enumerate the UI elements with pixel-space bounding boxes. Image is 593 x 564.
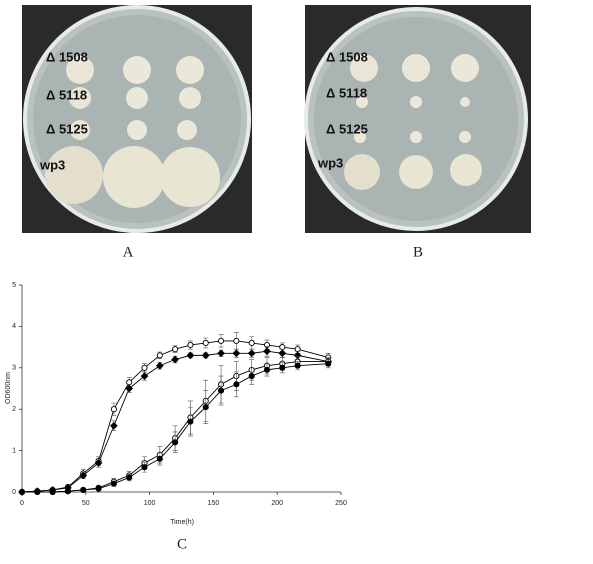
data-point (232, 349, 241, 358)
data-point (80, 486, 87, 493)
data-point (110, 480, 117, 487)
data-point (156, 352, 163, 359)
data-point (233, 337, 240, 344)
data-point (110, 421, 118, 430)
data-point (140, 372, 149, 380)
data-point (34, 488, 41, 496)
data-point (155, 361, 164, 370)
data-point (187, 341, 194, 349)
row-label: Δ 1508 (326, 49, 368, 64)
data-point (218, 337, 225, 344)
row-label: Δ 5118 (326, 85, 367, 100)
x-tick-label: 150 (208, 500, 220, 507)
row-label: wp3 (317, 155, 343, 170)
data-point (95, 485, 102, 492)
panel-label: B (413, 244, 423, 260)
data-point (141, 464, 148, 471)
y-tick-label: 0 (12, 489, 16, 496)
row-label: Δ 1508 (46, 49, 88, 64)
data-point (172, 439, 179, 446)
plate-photo-a (22, 5, 252, 233)
data-point (186, 351, 195, 360)
row-label: wp3 (39, 157, 65, 172)
row-label: Δ 5118 (46, 87, 87, 102)
x-tick-label: 200 (271, 500, 283, 507)
data-point (263, 366, 271, 373)
x-tick-label: 100 (144, 500, 156, 507)
data-point (156, 455, 163, 462)
data-point (248, 373, 255, 380)
data-point (49, 488, 56, 496)
x-axis-label: Time(h) (170, 519, 194, 526)
data-point (64, 488, 71, 495)
data-point (18, 488, 26, 496)
data-point (141, 364, 148, 371)
data-point (279, 364, 286, 371)
data-point (247, 349, 256, 358)
data-point (248, 339, 255, 347)
data-point (325, 360, 332, 367)
data-point (126, 474, 133, 481)
panel-label: A (123, 244, 134, 260)
y-tick-label: 1 (12, 447, 16, 454)
x-tick-label: 0 (20, 500, 24, 507)
data-point (201, 351, 210, 360)
x-tick-label: 250 (335, 500, 347, 507)
row-label: Δ 5125 (46, 121, 88, 136)
data-point (172, 346, 179, 353)
row-label: Δ 5125 (326, 121, 368, 136)
plate-photo-b (304, 5, 531, 233)
data-point (171, 355, 179, 364)
data-point (187, 418, 194, 425)
data-point (202, 404, 209, 411)
y-tick-label: 2 (12, 406, 16, 413)
data-point (233, 381, 240, 388)
data-point (217, 349, 225, 358)
data-point (110, 406, 117, 413)
data-point (94, 459, 103, 467)
data-point (202, 339, 209, 347)
y-tick-label: 3 (12, 365, 16, 372)
panel-label: C (177, 536, 187, 552)
y-tick-label: 4 (12, 323, 16, 330)
y-axis-label: OD600nm (5, 372, 12, 404)
data-point (294, 362, 301, 369)
data-point (125, 384, 134, 393)
data-point (263, 347, 271, 356)
data-point (278, 349, 287, 358)
y-tick-label: 5 (12, 282, 16, 289)
data-point (218, 387, 225, 394)
data-point (79, 471, 88, 480)
x-tick-label: 50 (82, 500, 90, 507)
